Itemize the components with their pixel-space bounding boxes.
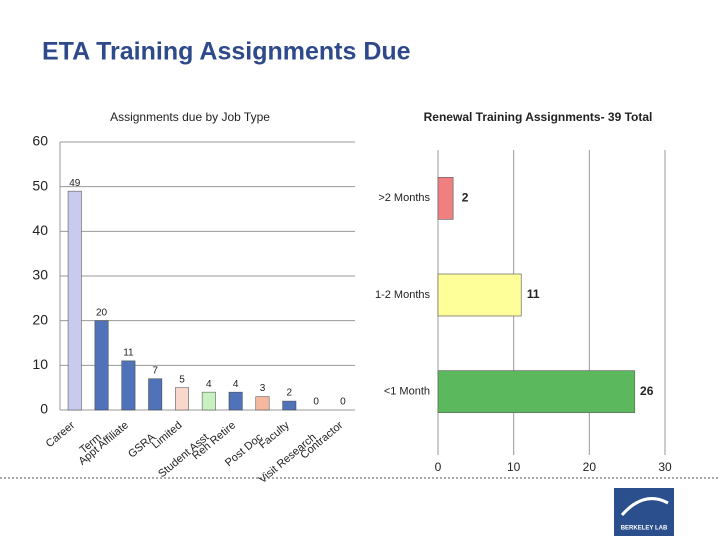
bar: [175, 387, 189, 411]
logo-arc: [620, 497, 669, 516]
x-tick-label: 0: [435, 460, 442, 474]
y-tick-label: 50: [32, 177, 48, 193]
value-label: 11: [123, 348, 134, 359]
x-tick-label: 30: [658, 460, 672, 474]
bar: [94, 320, 109, 411]
y-tick-label: 1-2 Months: [375, 289, 431, 301]
value-label: 0: [340, 397, 346, 408]
value-label: 11: [527, 287, 540, 301]
y-tick-label: 30: [32, 267, 48, 283]
bar: [437, 370, 636, 414]
value-label: 20: [96, 307, 108, 318]
bar: [67, 190, 82, 411]
value-label: 5: [179, 374, 185, 385]
value-label: 3: [260, 383, 266, 394]
x-tick-label: 20: [583, 460, 597, 474]
logo-text: BERKELEY LAB: [621, 526, 668, 532]
chart-title: Assignments due by Job Type: [110, 110, 270, 124]
bar: [228, 391, 243, 411]
x-tick-label: Post Doc: [223, 431, 265, 469]
value-label: 2: [462, 191, 469, 205]
x-tick-label: 10: [507, 460, 521, 474]
slide-title: ETA Training Assignments Due: [42, 38, 411, 66]
bar: [282, 400, 297, 411]
value-label: 26: [640, 384, 654, 398]
y-tick-label: 0: [40, 401, 48, 417]
x-tick-label: Faculty: [257, 419, 292, 451]
value-label: 0: [313, 397, 319, 408]
bar: [121, 360, 136, 411]
y-tick-label: 40: [32, 222, 48, 238]
value-label: 2: [287, 388, 293, 399]
y-tick-label: >2 Months: [378, 192, 430, 204]
bar: [201, 391, 216, 411]
value-label: 4: [206, 379, 212, 390]
x-tick-label: Career: [44, 419, 78, 450]
bar: [437, 273, 522, 317]
y-tick-label: 10: [32, 356, 48, 372]
value-label: 49: [69, 178, 81, 189]
x-tick-label: Limited: [150, 419, 185, 451]
value-label: 4: [233, 379, 239, 390]
y-tick-label: 60: [32, 133, 48, 149]
value-label: 7: [152, 365, 158, 376]
chart-title: Renewal Training Assignments- 39 Total: [424, 110, 653, 124]
bar: [437, 176, 454, 220]
bar: [255, 396, 270, 411]
y-tick-label: 20: [32, 311, 48, 327]
y-tick-label: <1 Month: [384, 386, 430, 398]
bar: [148, 378, 163, 411]
